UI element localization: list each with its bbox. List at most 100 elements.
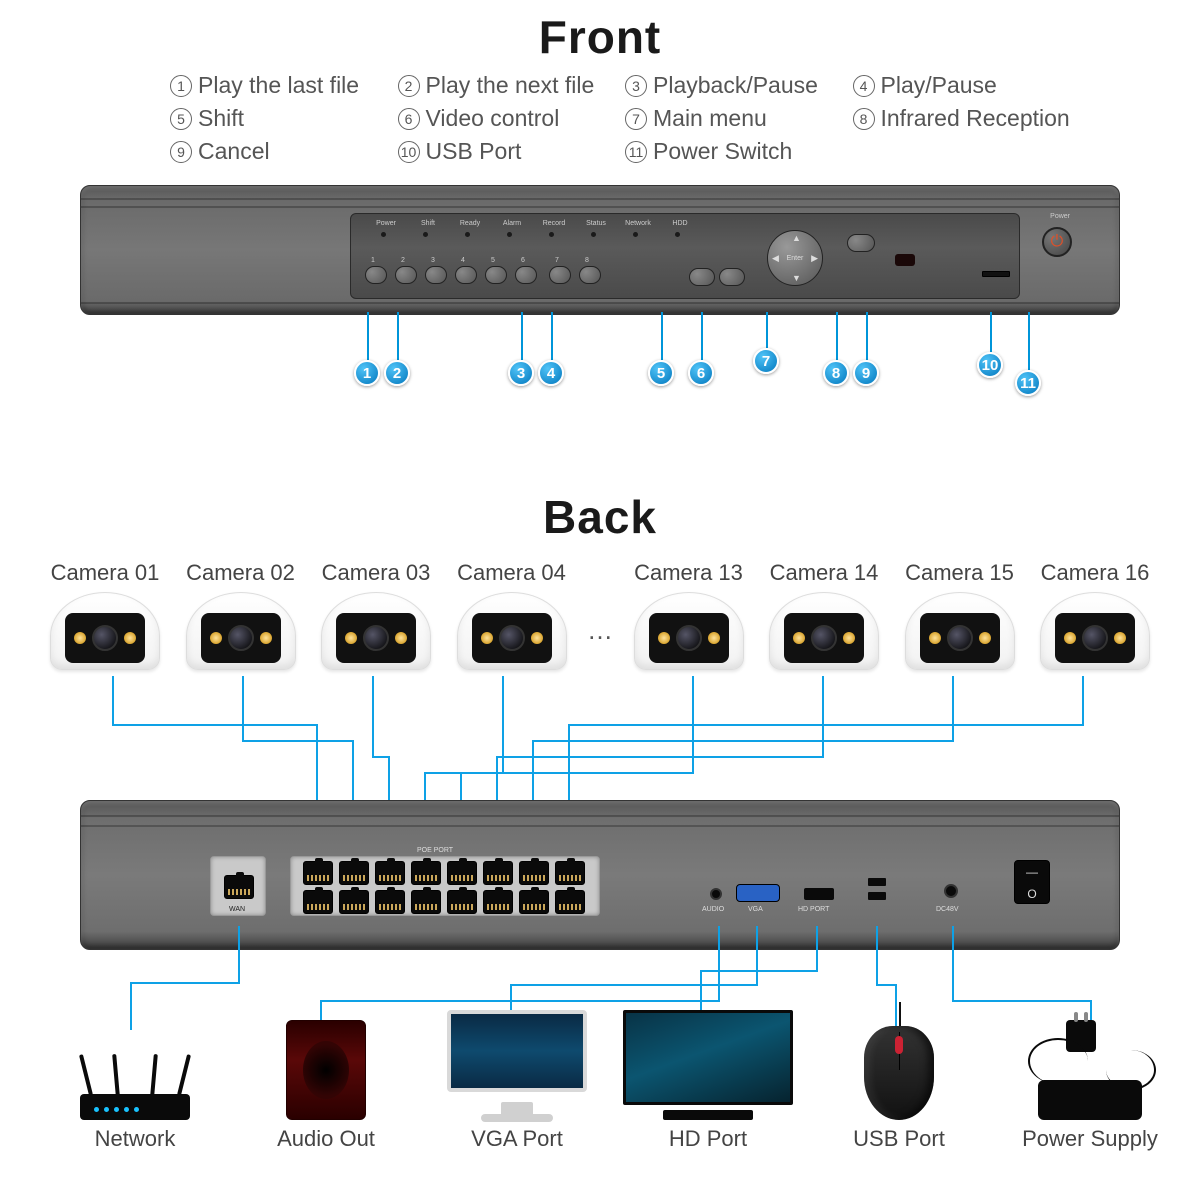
legend-label: Infrared Reception bbox=[881, 105, 1070, 132]
button-number: 3 bbox=[431, 257, 435, 264]
poe-port[interactable] bbox=[483, 890, 513, 914]
poe-port[interactable] bbox=[447, 890, 477, 914]
transport-button[interactable] bbox=[549, 266, 571, 284]
callout-bubble: 7 bbox=[753, 348, 779, 374]
legend-number: 9 bbox=[170, 141, 192, 163]
audio-out-port[interactable] bbox=[710, 888, 722, 900]
dome-camera-icon bbox=[1040, 592, 1150, 670]
connection-line bbox=[1082, 676, 1084, 724]
hdmi-port[interactable] bbox=[804, 888, 834, 900]
poe-port[interactable] bbox=[483, 861, 513, 885]
transport-button[interactable] bbox=[485, 266, 507, 284]
wan-port[interactable] bbox=[224, 875, 254, 899]
poe-port[interactable] bbox=[519, 890, 549, 914]
rec-button[interactable] bbox=[719, 268, 745, 286]
poe-port[interactable] bbox=[519, 861, 549, 885]
usb-port-2[interactable] bbox=[868, 892, 886, 900]
peripheral-label: Power Supply bbox=[1022, 1126, 1158, 1152]
dome-camera-icon bbox=[634, 592, 744, 670]
monitor-icon bbox=[447, 1010, 587, 1120]
dc-label: DC48V bbox=[936, 906, 959, 913]
connection-line bbox=[952, 926, 954, 1000]
camera-label: Camera 13 bbox=[634, 560, 743, 586]
front-control-panel: PowerShiftReadyAlarmRecordStatusNetworkH… bbox=[350, 213, 1020, 299]
transport-button[interactable] bbox=[425, 266, 447, 284]
callout-line bbox=[1028, 312, 1030, 370]
callout-line bbox=[521, 312, 523, 360]
callout-line bbox=[701, 312, 703, 360]
connection-line bbox=[238, 926, 240, 982]
poe-port[interactable] bbox=[411, 890, 441, 914]
camera-ellipsis: … bbox=[587, 585, 613, 646]
legend-item: 1 Play the last file bbox=[170, 72, 388, 99]
callout-bubble: 1 bbox=[354, 360, 380, 386]
legend-number: 1 bbox=[170, 75, 192, 97]
power-rocker-switch[interactable] bbox=[1014, 860, 1050, 904]
poe-port[interactable] bbox=[555, 890, 585, 914]
callout-line bbox=[766, 312, 768, 348]
callout-line bbox=[990, 312, 992, 352]
poe-port[interactable] bbox=[447, 861, 477, 885]
usb-port-1[interactable] bbox=[868, 878, 886, 886]
camera-label: Camera 02 bbox=[186, 560, 295, 586]
shift-button[interactable] bbox=[689, 268, 715, 286]
legend-number: 8 bbox=[853, 108, 875, 130]
legend-label: Play the last file bbox=[198, 72, 359, 99]
legend-number: 7 bbox=[625, 108, 647, 130]
dpad[interactable]: ▲▼◀▶ bbox=[767, 230, 823, 286]
poe-port[interactable] bbox=[375, 861, 405, 885]
legend-label: Shift bbox=[198, 105, 244, 132]
poe-port[interactable] bbox=[303, 861, 333, 885]
transport-button[interactable] bbox=[515, 266, 537, 284]
connection-line bbox=[242, 676, 244, 740]
connection-line bbox=[532, 740, 954, 742]
status-led-label: Power bbox=[367, 220, 405, 227]
connection-line bbox=[372, 676, 374, 756]
camera-label: Camera 14 bbox=[770, 560, 879, 586]
poe-port[interactable] bbox=[375, 890, 405, 914]
transport-button[interactable] bbox=[365, 266, 387, 284]
poe-port[interactable] bbox=[303, 890, 333, 914]
legend-number: 4 bbox=[853, 75, 875, 97]
callout-bubble: 9 bbox=[853, 360, 879, 386]
connection-line bbox=[496, 756, 824, 758]
transport-button[interactable] bbox=[455, 266, 477, 284]
connection-line bbox=[822, 676, 824, 756]
peripheral-item: HD Port bbox=[628, 1010, 788, 1152]
callout-bubble: 4 bbox=[538, 360, 564, 386]
callout-line bbox=[551, 312, 553, 360]
power-button[interactable]: ⏻ bbox=[1042, 227, 1072, 257]
callout-bubble: 3 bbox=[508, 360, 534, 386]
poe-port[interactable] bbox=[555, 861, 585, 885]
camera-item: Camera 01 bbox=[45, 560, 165, 670]
status-led bbox=[381, 232, 386, 237]
poe-port[interactable] bbox=[339, 861, 369, 885]
legend-label: Cancel bbox=[198, 138, 270, 165]
connection-line bbox=[718, 926, 720, 1000]
legend-item: 11Power Switch bbox=[625, 138, 843, 165]
callout-line bbox=[661, 312, 663, 360]
button-number: 4 bbox=[461, 257, 465, 264]
camera-label: Camera 04 bbox=[457, 560, 566, 586]
vga-port[interactable] bbox=[736, 884, 780, 902]
legend-number: 10 bbox=[398, 141, 420, 163]
camera-item: Camera 03 bbox=[316, 560, 436, 670]
back-title: Back bbox=[0, 490, 1200, 544]
nvr-front: PowerShiftReadyAlarmRecordStatusNetworkH… bbox=[80, 185, 1120, 315]
poe-label: POE PORT bbox=[417, 847, 453, 854]
connection-line bbox=[510, 984, 758, 986]
status-led-label: Record bbox=[535, 220, 573, 227]
transport-button[interactable] bbox=[579, 266, 601, 284]
dc-power-port[interactable] bbox=[944, 884, 958, 898]
front-usb-port[interactable] bbox=[982, 271, 1010, 277]
legend-item: 2Play the next file bbox=[398, 72, 616, 99]
esc-button[interactable] bbox=[847, 234, 875, 252]
router-icon bbox=[70, 1060, 200, 1120]
transport-button[interactable] bbox=[395, 266, 417, 284]
callout-bubble: 2 bbox=[384, 360, 410, 386]
button-number: 2 bbox=[401, 257, 405, 264]
poe-port[interactable] bbox=[339, 890, 369, 914]
callout-bubble: 5 bbox=[648, 360, 674, 386]
dome-camera-icon bbox=[50, 592, 160, 670]
poe-port[interactable] bbox=[411, 861, 441, 885]
